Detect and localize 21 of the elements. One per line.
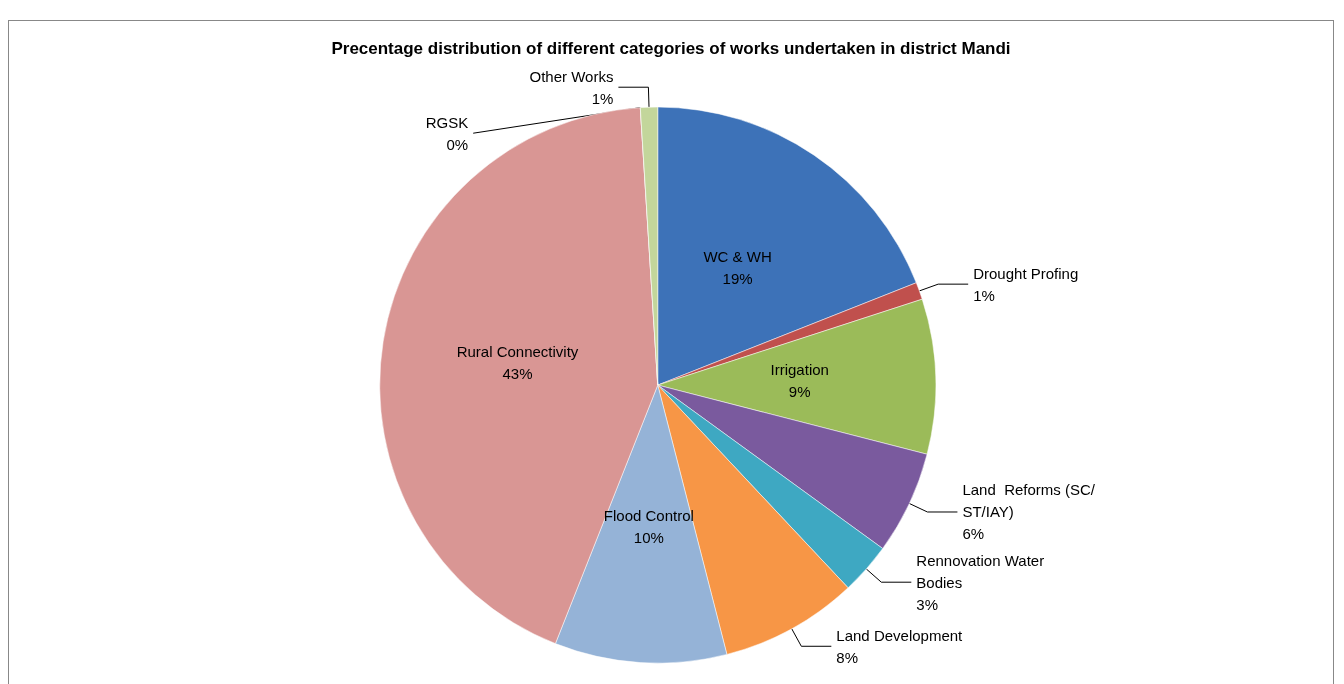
data-label: 9% — [788, 383, 811, 401]
category-label: RGSK — [425, 113, 469, 131]
text: 0% — [446, 135, 469, 153]
slice-label: Rennovation Water Bodies — [916, 551, 1049, 591]
data-label: 1% — [591, 89, 614, 107]
slice-label: Other Works — [529, 67, 614, 85]
slice-label: Land Development — [836, 626, 964, 644]
slice-label: Flood Control — [603, 507, 694, 525]
slice-label: Drought Profing — [973, 264, 1079, 282]
slice-label: WC & WH — [703, 248, 772, 266]
data-label: 19% — [722, 270, 753, 288]
slice-label: Irrigation — [770, 361, 829, 379]
slice-label: Land Reforms (SC/ST/IAY) — [962, 481, 1096, 521]
chart-title: Precentage distribution of different categories of works undertaken in district Mandi — [331, 39, 1011, 58]
slice-label: Rural Connectivity — [456, 343, 579, 361]
data-label: 3% — [916, 595, 939, 613]
data-label: 43% — [502, 365, 533, 383]
data-label: 6% — [962, 525, 985, 543]
data-label: 1% — [973, 286, 995, 304]
data-label: 10% — [633, 529, 664, 547]
data-label: 8% — [836, 648, 859, 666]
